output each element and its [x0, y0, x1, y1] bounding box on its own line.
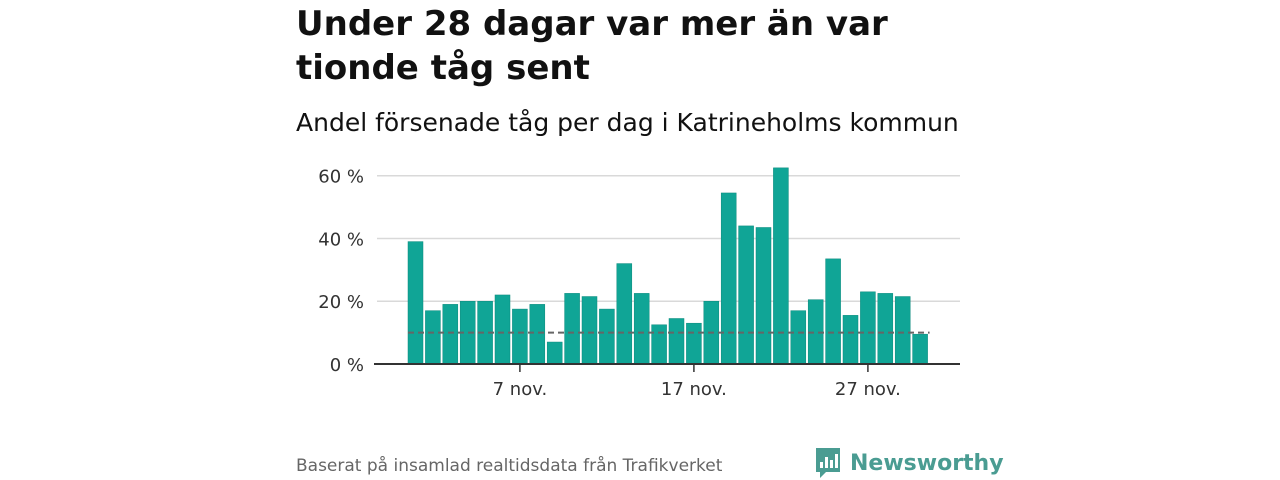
bar: [668, 318, 685, 365]
bar: [720, 192, 737, 365]
bar: [790, 310, 807, 365]
bar: [755, 227, 772, 365]
bar: [494, 294, 511, 365]
bar: [425, 310, 441, 365]
y-tick-label: 40 %: [318, 229, 364, 250]
y-tick-label: 20 %: [318, 292, 364, 313]
bar: [564, 293, 580, 365]
bar: [686, 322, 702, 365]
bar: [773, 167, 789, 365]
bar: [842, 315, 859, 365]
bar: [616, 263, 633, 365]
bar: [407, 241, 424, 365]
bar: [633, 293, 650, 365]
y-tick-label: 0 %: [330, 355, 364, 376]
bar: [512, 308, 528, 365]
bar: [599, 308, 615, 365]
chart-title: Under 28 dagar var mer än var tionde tåg…: [296, 4, 888, 88]
bar: [894, 296, 911, 365]
brand-name: Newsworthy: [850, 450, 1004, 476]
bar: [912, 333, 928, 365]
brand-logo: Newsworthy: [814, 446, 1004, 480]
bar: [442, 304, 459, 365]
x-tick-label: 17 nov.: [661, 379, 727, 400]
bar-chart: 0 % 20 % 40 % 60 % 7 nov. 17 nov. 27 nov.: [318, 167, 960, 400]
chart-subtitle: Andel försenade tåg per dag i Katrinehol…: [296, 108, 959, 137]
y-tick-label: 60 %: [318, 167, 364, 188]
bar: [546, 341, 563, 365]
x-tick-label: 7 nov.: [493, 379, 548, 400]
chart-card: Under 28 dagar var mer än var tionde tåg…: [296, 0, 1004, 480]
bar: [529, 304, 546, 365]
bar: [581, 296, 598, 365]
source-note: Baserat på insamlad realtidsdata från Tr…: [296, 456, 723, 476]
bar: [877, 293, 894, 365]
bar: [651, 324, 667, 365]
newsworthy-logo-icon: [816, 448, 840, 478]
bar: [860, 291, 876, 365]
bar: [738, 225, 754, 365]
bar: [825, 258, 841, 365]
x-tick-label: 27 nov.: [835, 379, 901, 400]
